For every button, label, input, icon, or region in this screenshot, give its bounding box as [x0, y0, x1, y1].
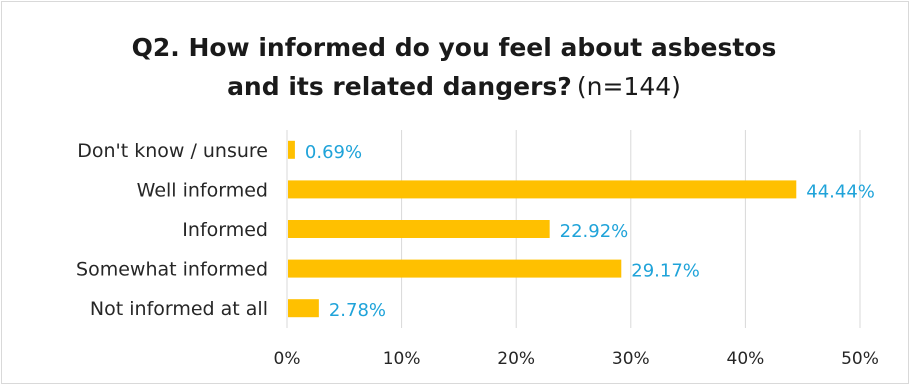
chart-title-line1: Q2. How informed do you feel about asbes…: [131, 33, 777, 62]
data-label: 2.78%: [329, 300, 386, 321]
category-label: Somewhat informed: [76, 259, 268, 281]
chart-title-line2: and its related dangers? (n=144): [0, 67, 908, 109]
bar: [288, 220, 550, 238]
bars: [288, 140, 797, 318]
category-label: Informed: [182, 219, 268, 241]
data-label: 44.44%: [806, 181, 875, 202]
x-tick-label: 40%: [727, 349, 765, 369]
chart-title-line2-text: and its related dangers?: [227, 72, 572, 101]
category-label: Well informed: [137, 179, 268, 201]
data-labels: 0.69% 44.44% 22.92%29.17% 2.78%: [305, 142, 875, 321]
x-tick-label: 10%: [383, 349, 421, 369]
category-label: Not informed at all: [90, 298, 268, 320]
x-tick-label: 30%: [612, 349, 650, 369]
bar: [288, 299, 319, 318]
category-label: Don't know / unsure: [77, 140, 268, 162]
bar: [288, 140, 295, 159]
bar: [288, 259, 622, 278]
category-labels: Don't know / unsure Well informed Informed…: [76, 140, 268, 320]
x-tick-label: 0%: [274, 349, 301, 369]
chart-subtitle: (n=144): [576, 72, 681, 101]
x-tick-labels: 0% 10% 20% 30% 40% 50%: [274, 349, 879, 369]
x-tick-label: 20%: [497, 349, 535, 369]
data-label: 29.17%: [631, 261, 700, 282]
data-label: 0.69%: [305, 142, 362, 163]
x-tick-label: 50%: [841, 349, 879, 369]
bar: [288, 180, 797, 199]
chart-title: Q2. How informed do you feel about asbes…: [0, 28, 908, 109]
data-label: 22.92%: [560, 221, 629, 242]
